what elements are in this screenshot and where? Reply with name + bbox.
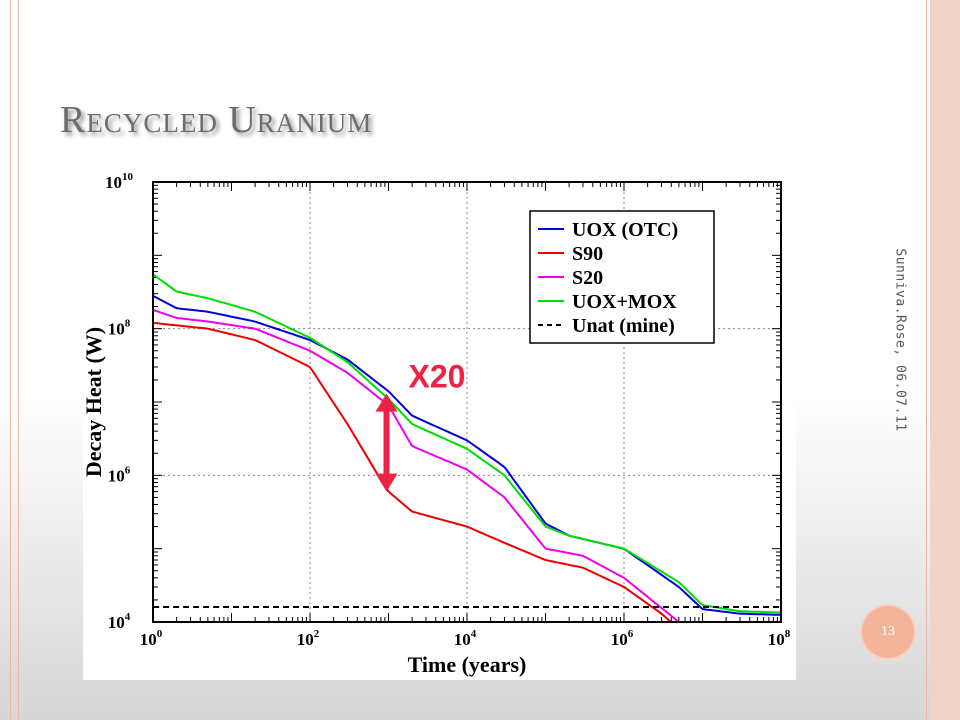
- x-tick-label: 106: [611, 628, 634, 649]
- series-line-uox-otc: [153, 295, 781, 616]
- legend-label-s20: S20: [572, 267, 603, 289]
- arrow-head-up: [375, 393, 398, 412]
- annotation-label: X20: [409, 359, 466, 395]
- legend-label-uox-mox: UOX+MOX: [572, 291, 677, 313]
- decay-heat-chart: 100 102 104 106 108 104 106 108 1010 Time (years)…: [83, 171, 791, 677]
- y-axis-label: Decay Heat (W): [83, 327, 106, 477]
- x-tick-label: 100: [140, 628, 163, 649]
- page-number-badge: 13: [860, 604, 916, 660]
- y-tick-label: 108: [108, 318, 131, 339]
- page-number: 13: [881, 624, 895, 639]
- x-tick-label: 104: [454, 628, 477, 649]
- annotation-arrow: [375, 393, 398, 492]
- right-decor-band: [930, 0, 960, 720]
- series-line-s20: [153, 308, 681, 622]
- chart-container: 100 102 104 106 108 104 106 108 1010 Time (years)…: [83, 168, 796, 680]
- legend-label-s90: S90: [572, 243, 603, 265]
- side-note: Sunniva.Rose, 06.07.11: [880, 248, 920, 432]
- x-axis-label: Time (years): [408, 652, 527, 677]
- legend-label-uox-otc: UOX (OTC): [572, 219, 678, 241]
- arrow-head-down: [375, 473, 398, 492]
- series-line-s90: [153, 321, 673, 622]
- y-tick-label: 106: [108, 464, 131, 485]
- series-group: [153, 273, 781, 622]
- x-tick-label: 102: [297, 628, 320, 649]
- y-tick-label: 1010: [105, 171, 134, 192]
- frame-line-right: [926, 0, 927, 720]
- frame-line-left: [10, 0, 11, 720]
- x-tick-label: 108: [768, 628, 791, 649]
- y-tick-label: 104: [108, 611, 131, 632]
- series-line-uox-mox: [153, 273, 781, 614]
- frame-line-left-inner: [18, 0, 19, 720]
- legend-label-unat-mine: Unat (mine): [572, 315, 675, 337]
- plot-frame: [152, 181, 782, 623]
- side-note-text: Sunniva.Rose, 06.07.11: [892, 248, 908, 432]
- slide-title: Recycled Uranium: [60, 99, 373, 141]
